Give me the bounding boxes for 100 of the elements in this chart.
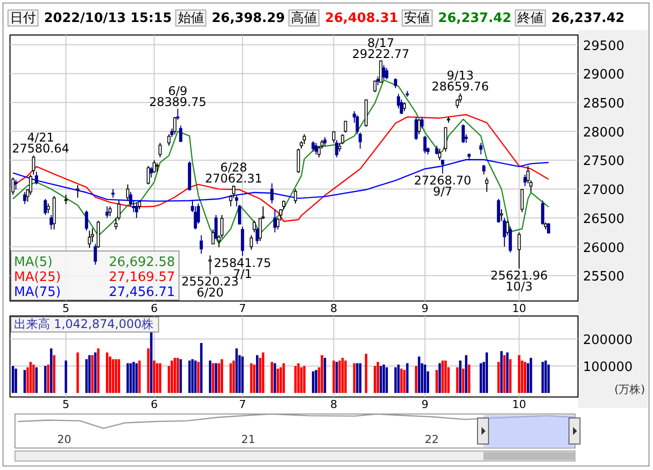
x-tick-label: 6 xyxy=(150,398,158,411)
text: 終値 xyxy=(516,11,544,26)
candlestick xyxy=(496,198,500,224)
bar xyxy=(441,360,444,393)
candlestick xyxy=(500,208,504,222)
line-series xyxy=(12,114,550,222)
bar xyxy=(544,360,547,393)
bar xyxy=(132,362,135,393)
bar xyxy=(262,352,264,393)
candlestick xyxy=(23,191,26,205)
bar xyxy=(406,363,409,393)
text: MA(5) xyxy=(14,255,53,270)
candlestick xyxy=(200,234,203,254)
bar xyxy=(52,355,56,393)
candlestick xyxy=(64,194,68,205)
bar xyxy=(456,367,459,393)
bar xyxy=(24,370,26,393)
candlestick xyxy=(232,184,236,198)
text: 26,398.29 xyxy=(212,11,285,26)
candlestick xyxy=(373,80,377,93)
bar xyxy=(324,358,326,393)
y-tick-label: 26000 xyxy=(583,240,624,256)
candlestick xyxy=(394,78,398,89)
candlestick xyxy=(14,179,18,190)
bar xyxy=(194,360,197,393)
bar xyxy=(297,363,300,393)
bar xyxy=(444,360,447,393)
annotation: 27,456.71 xyxy=(108,285,175,300)
bar xyxy=(332,360,335,393)
bar xyxy=(276,368,280,393)
annotation: 27,169.57 xyxy=(108,270,175,285)
bar xyxy=(174,358,176,393)
bar xyxy=(547,364,550,393)
x-tick-label: 5 xyxy=(62,302,70,315)
bar xyxy=(541,362,544,393)
text: MA(25) xyxy=(14,270,61,285)
bar xyxy=(364,354,368,393)
y-tick-label: 25500 xyxy=(583,270,624,285)
bar xyxy=(314,370,318,393)
text: 26,237.42 xyxy=(438,11,512,26)
text: MA(75) xyxy=(14,285,61,300)
bar xyxy=(12,366,14,393)
bar xyxy=(506,352,509,393)
candlestick xyxy=(173,116,176,135)
candlestick xyxy=(302,134,306,145)
bar xyxy=(438,363,441,393)
bar xyxy=(382,364,385,393)
candlestick xyxy=(88,230,92,248)
bar xyxy=(156,363,158,393)
bar xyxy=(212,363,214,393)
bar xyxy=(147,348,150,393)
y-tick-label: 100000 xyxy=(583,360,633,375)
x-tick-label: 10 xyxy=(512,398,526,411)
candlestick xyxy=(462,124,465,144)
bar xyxy=(414,366,418,393)
candlestick xyxy=(335,140,338,158)
candlestick xyxy=(214,214,218,240)
bar xyxy=(14,368,18,393)
bar xyxy=(47,364,50,393)
bar xyxy=(359,363,362,393)
text: 26,408.31 xyxy=(324,11,398,26)
bar xyxy=(97,348,100,393)
bar xyxy=(403,370,406,393)
y-tick-label: 28000 xyxy=(583,125,624,140)
bar xyxy=(274,363,276,393)
x-tick-label: 20 xyxy=(57,433,72,446)
line-series xyxy=(12,159,550,202)
candlestick xyxy=(276,217,280,230)
x-tick-label: 5 xyxy=(62,398,70,411)
bar xyxy=(380,366,382,393)
bar xyxy=(374,366,376,393)
candlestick xyxy=(146,165,150,185)
annotation: 6/28 27062.31 xyxy=(205,160,262,186)
x-tick-label: 9 xyxy=(421,302,428,315)
annotation: 6/9 28389.75 xyxy=(149,84,206,109)
candlestick xyxy=(312,140,315,152)
candlestick xyxy=(44,198,47,216)
candlestick xyxy=(94,243,97,266)
bar xyxy=(208,360,212,393)
bar xyxy=(335,362,338,393)
text: 始値 xyxy=(178,11,204,26)
x-tick-label: 8 xyxy=(330,398,338,411)
candlestick xyxy=(150,166,153,178)
candlestick xyxy=(211,228,215,244)
bar xyxy=(480,363,482,393)
candlestick xyxy=(256,227,259,244)
y-tick-label: 27500 xyxy=(583,154,624,170)
annotation: 4/21 27580.64 xyxy=(12,130,70,156)
bar xyxy=(376,362,380,393)
bar xyxy=(436,370,438,393)
bar xyxy=(235,348,238,393)
candlestick xyxy=(414,116,418,141)
x-tick-label: 7 xyxy=(238,302,246,315)
bar xyxy=(158,363,162,393)
bar xyxy=(518,355,520,393)
y-axis-title: (万株) xyxy=(614,383,645,396)
bar xyxy=(200,343,202,393)
bar xyxy=(126,363,129,393)
candlestick xyxy=(523,174,527,187)
bar xyxy=(312,371,314,393)
